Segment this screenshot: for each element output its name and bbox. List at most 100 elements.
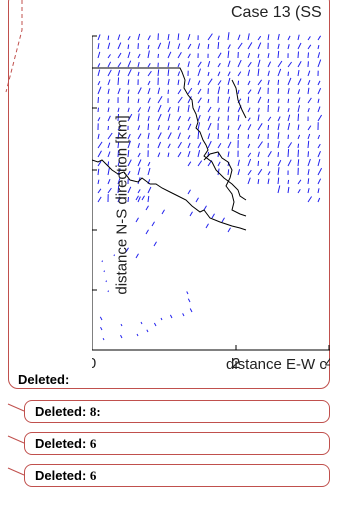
- deleted-value: 6: [89, 436, 97, 451]
- wind-vector: [237, 59, 242, 68]
- wind-vector: [257, 114, 260, 122]
- wind-vector: [167, 34, 170, 41]
- wind-vector: [277, 88, 280, 95]
- wind-vector: [287, 149, 290, 158]
- wind-vector: [203, 205, 207, 211]
- wind-vector: [267, 98, 270, 104]
- wind-vector: [117, 125, 122, 131]
- wind-vector: [247, 69, 251, 77]
- wind-vector: [197, 43, 201, 50]
- wind-vector: [187, 298, 191, 303]
- wind-vector: [217, 161, 221, 167]
- wind-vector: [237, 124, 242, 131]
- wind-vector: [127, 51, 131, 59]
- wind-vector: [197, 80, 201, 86]
- wind-vector: [297, 70, 300, 77]
- wind-vector: [177, 43, 181, 50]
- wind-vector: [107, 167, 110, 176]
- wind-vector: [117, 196, 121, 203]
- wind-vector: [257, 35, 262, 41]
- wind-vector: [127, 96, 129, 104]
- x-tick-label: 2: [232, 355, 240, 372]
- wind-vector: [257, 79, 263, 86]
- wind-vector: [103, 270, 105, 273]
- wind-vector: [197, 97, 202, 104]
- wind-vector: [147, 80, 151, 86]
- wind-vector: [297, 143, 300, 149]
- wind-vector: [277, 123, 280, 131]
- wind-vector: [107, 35, 110, 41]
- wind-vector: [145, 205, 149, 211]
- wind-vector: [247, 124, 252, 131]
- wind-vector: [287, 159, 292, 167]
- wind-vector: [127, 68, 132, 77]
- wind-vector: [297, 113, 300, 122]
- wind-vector: [127, 107, 130, 113]
- wind-vector: [197, 131, 200, 140]
- comment-balloon[interactable]: [24, 400, 330, 423]
- wind-vector: [287, 108, 290, 113]
- wind-vector: [287, 134, 289, 140]
- wind-vector: [277, 43, 280, 50]
- wind-vector: [197, 88, 202, 95]
- wind-vector: [97, 168, 100, 176]
- wind-vector: [182, 313, 185, 317]
- wind-vector: [147, 35, 151, 41]
- wind-vector: [147, 132, 150, 140]
- wind-vector: [97, 34, 101, 41]
- coastline: [92, 67, 247, 231]
- wind-vector: [207, 106, 212, 113]
- wind-vector: [137, 113, 140, 122]
- wind-vector: [147, 186, 152, 194]
- wind-vector: [137, 53, 141, 59]
- x-axis-label: distance E-W c: [226, 356, 327, 373]
- comment-balloon[interactable]: [24, 464, 330, 487]
- wind-vector: [211, 213, 215, 219]
- wind-vector: [167, 106, 171, 113]
- wind-vector: [207, 98, 210, 104]
- wind-vector: [117, 113, 119, 122]
- wind-vector: [167, 152, 170, 158]
- wind-vector: [167, 51, 172, 59]
- wind-vector: [287, 114, 291, 122]
- wind-vector: [157, 42, 162, 50]
- wind-vector: [147, 167, 151, 176]
- balloon-connector: [7, 467, 25, 476]
- wind-vector: [195, 197, 199, 203]
- wind-vector: [317, 44, 320, 50]
- wind-vector: [297, 61, 302, 68]
- wind-vector: [97, 80, 101, 86]
- wind-vector: [137, 189, 141, 194]
- wind-vector: [287, 61, 293, 68]
- wind-vector: [297, 134, 301, 140]
- wind-vector: [257, 87, 262, 95]
- wind-vector: [217, 42, 220, 50]
- wind-vector: [147, 195, 150, 203]
- wind-vector: [307, 158, 311, 167]
- wind-vector: [137, 196, 141, 203]
- wind-vector: [287, 98, 290, 104]
- wind-vector: [197, 105, 201, 113]
- wind-vector: [117, 34, 121, 41]
- wind-vector: [157, 141, 162, 149]
- wind-vector: [277, 177, 280, 185]
- wind-vector: [167, 125, 170, 131]
- wind-vector: [277, 185, 281, 194]
- wind-vector: [277, 116, 281, 122]
- wind-vector: [277, 68, 282, 77]
- wind-vector: [107, 142, 111, 149]
- comment-balloon[interactable]: [24, 432, 330, 455]
- wind-vector: [227, 50, 230, 59]
- deleted-label-text: Deleted:: [35, 436, 87, 451]
- wind-vector: [277, 152, 279, 158]
- wind-vector: [157, 125, 160, 131]
- wind-vector: [277, 79, 280, 86]
- wind-vector: [317, 98, 320, 104]
- wind-vector: [297, 89, 301, 95]
- wind-vector: [177, 115, 182, 122]
- wind-vector: [101, 260, 103, 263]
- wind-vector: [207, 122, 212, 131]
- wind-vector: [217, 35, 220, 41]
- wind-vector: [247, 61, 252, 68]
- wind-vector: [177, 141, 182, 149]
